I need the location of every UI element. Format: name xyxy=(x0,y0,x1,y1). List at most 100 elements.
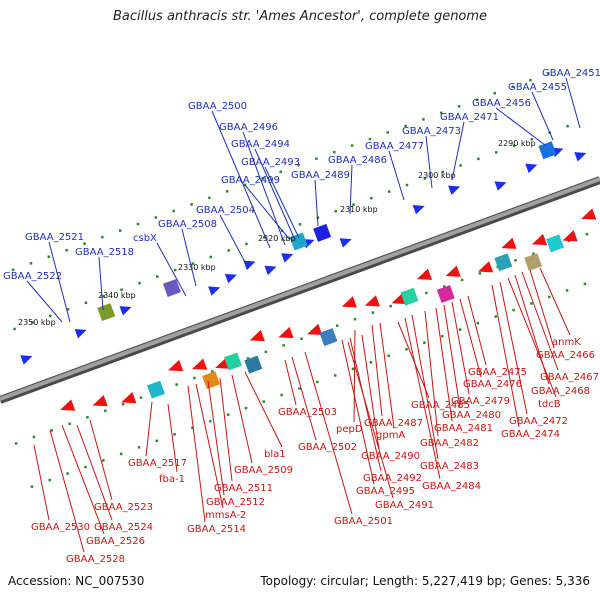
reverse-gene-label: anmK xyxy=(552,337,581,348)
track-tick xyxy=(352,203,355,206)
forward-gene-arrow-shape xyxy=(224,273,237,284)
track-tick xyxy=(476,321,480,325)
forward-gene-arrow xyxy=(243,260,256,271)
reverse-gene-label: GBAA_2481 xyxy=(434,423,493,434)
track-tick xyxy=(84,465,87,469)
reverse-gene-label: GBAA_2528 xyxy=(66,554,125,565)
kbp-label: 2350 kbp xyxy=(18,318,56,327)
forward-gene-block xyxy=(97,303,116,322)
forward-gene-arrow-shape xyxy=(525,163,538,174)
track-tick xyxy=(565,289,569,292)
reverse-gene-block xyxy=(400,287,419,306)
reverse-gene-label: GBAA_2502 xyxy=(298,442,357,453)
reverse-gene-arrow-shape xyxy=(416,268,433,280)
reverse-gene-block-shape xyxy=(546,234,564,253)
forward-gene-label: GBAA_2518 xyxy=(75,247,134,258)
reverse-gene-label: GBAA_2480 xyxy=(442,410,501,421)
reverse-leader-line xyxy=(341,339,375,485)
track-tick xyxy=(11,268,15,272)
track-tick xyxy=(457,105,461,108)
forward-gene-label: GBAA_2489 xyxy=(291,170,350,181)
forward-gene-block xyxy=(313,223,332,242)
reverse-gene-arrow xyxy=(341,296,357,308)
kbp-label: 2300 kbp xyxy=(418,171,456,180)
reverse-gene-arrow xyxy=(416,268,433,280)
reverse-leader-line xyxy=(507,277,557,398)
track-tick xyxy=(83,242,86,245)
track-tick xyxy=(175,383,178,386)
track-tick xyxy=(118,229,122,232)
reverse-leader-line xyxy=(284,359,297,406)
reverse-gene-arrow-shape xyxy=(60,399,76,411)
forward-gene-arrow xyxy=(264,265,277,276)
reverse-gene-label: GBAA_2492 xyxy=(363,473,422,484)
reverse-leader-line xyxy=(404,317,441,480)
reverse-leader-line xyxy=(187,385,206,523)
forward-gene-arrow-shape xyxy=(119,306,132,316)
forward-leader-line xyxy=(264,166,300,239)
reverse-leader-line xyxy=(347,341,394,499)
forward-gene-arrow-shape xyxy=(412,205,425,215)
track-tick xyxy=(478,272,482,275)
reverse-leader-line xyxy=(76,424,113,521)
forward-leader-line xyxy=(48,241,71,323)
reverse-gene-arrow-shape xyxy=(531,233,548,246)
track-tick xyxy=(333,374,337,377)
reverse-gene-arrow xyxy=(501,237,517,249)
reverse-gene-label: GBAA_2472 xyxy=(509,416,568,427)
track-tick xyxy=(514,259,517,262)
reverse-leader-line xyxy=(89,419,113,501)
reverse-gene-arrow-shape xyxy=(307,323,323,336)
reverse-gene-label: GBAA_2468 xyxy=(531,386,590,397)
track-tick xyxy=(279,170,282,173)
track-tick xyxy=(405,348,408,351)
track-tick xyxy=(547,72,550,75)
track-tick xyxy=(335,324,339,327)
track-tick xyxy=(191,426,194,430)
track-tick xyxy=(84,301,88,305)
reverse-gene-arrow-shape xyxy=(168,359,184,372)
track-tick xyxy=(65,248,68,252)
track-tick xyxy=(386,131,390,134)
track-tick xyxy=(66,472,69,475)
reverse-leader-line xyxy=(435,307,453,422)
forward-gene-arrow xyxy=(494,181,507,191)
forward-leader-line xyxy=(244,184,291,241)
track-tick xyxy=(13,327,16,331)
track-tick xyxy=(31,321,34,324)
reverse-gene-arrow xyxy=(581,208,597,220)
track-tick xyxy=(48,478,52,482)
reverse-gene-arrow xyxy=(92,395,108,407)
reverse-gene-block xyxy=(244,355,263,374)
track-tick xyxy=(530,302,533,305)
reverse-gene-arrow xyxy=(307,323,323,336)
reverse-gene-label: mmsA-2 xyxy=(205,510,246,521)
forward-gene-label: GBAA_2456 xyxy=(472,98,531,109)
reverse-gene-block-shape xyxy=(202,371,221,390)
reverse-gene-block xyxy=(223,352,242,371)
forward-gene-arrow-shape xyxy=(264,265,277,276)
reverse-gene-label: GBAA_2523 xyxy=(94,502,153,513)
forward-gene-arrow-shape xyxy=(574,152,587,162)
reverse-gene-label: tdcB xyxy=(538,399,561,410)
track-tick xyxy=(425,291,428,295)
track-tick xyxy=(316,380,319,384)
track-tick xyxy=(298,223,302,226)
reverse-gene-arrow xyxy=(531,233,548,246)
forward-gene-arrow xyxy=(412,205,425,215)
reverse-leader-line xyxy=(49,429,85,553)
forward-gene-arrow xyxy=(281,253,294,263)
track-tick xyxy=(14,442,18,445)
track-tick xyxy=(209,419,212,423)
reverse-leader-line xyxy=(443,304,461,409)
track-tick xyxy=(280,393,283,397)
forward-leader-line xyxy=(388,150,405,201)
track-tick xyxy=(30,485,34,488)
track-tick xyxy=(173,268,177,272)
reverse-gene-block-shape xyxy=(436,285,455,304)
reverse-gene-label: gpmA xyxy=(376,430,405,441)
kbp-label: 2290 kbp xyxy=(498,139,536,148)
reverse-gene-arrow-shape xyxy=(121,391,137,404)
reverse-gene-arrow xyxy=(60,399,76,411)
forward-gene-arrow xyxy=(339,238,352,248)
